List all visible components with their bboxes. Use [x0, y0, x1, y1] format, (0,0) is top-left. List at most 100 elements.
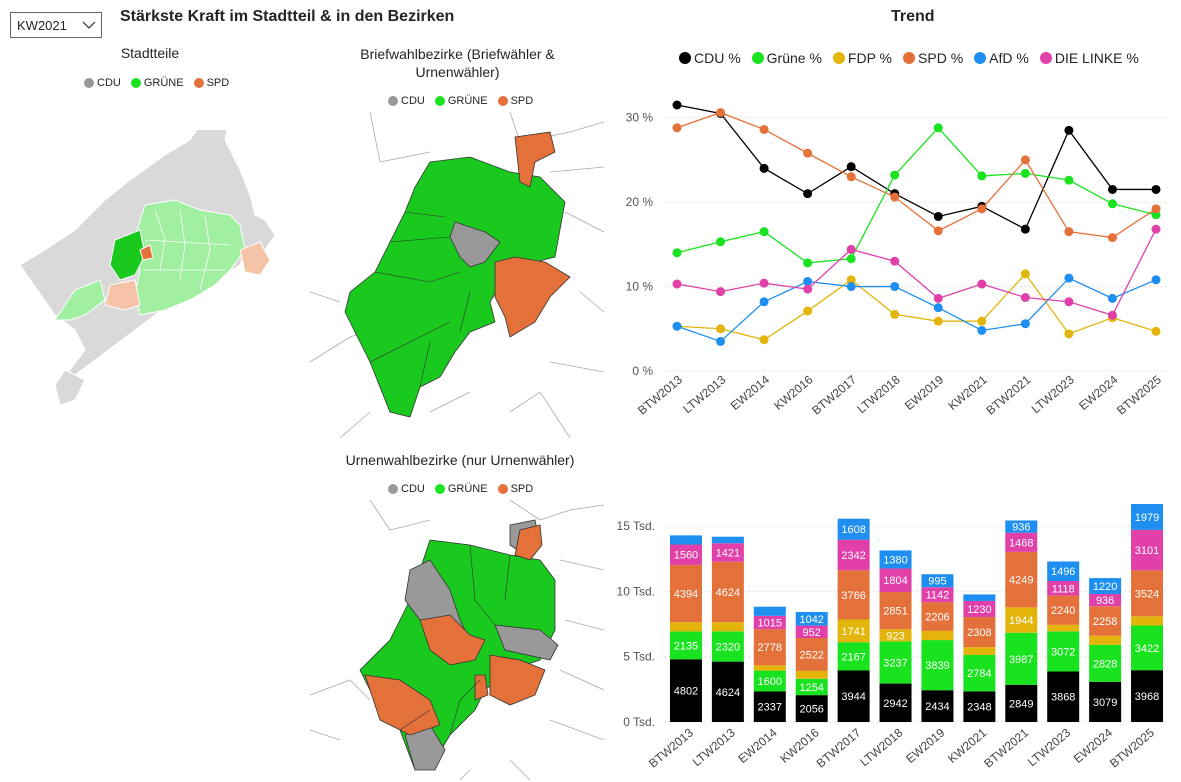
bar-label: 1560	[674, 550, 698, 562]
x-tick-label: LTW2018	[857, 725, 905, 769]
bar-segment	[921, 630, 954, 641]
bar-segment	[879, 568, 912, 593]
x-tick-label: EW2014	[735, 725, 780, 766]
data-point	[933, 123, 943, 133]
bar-segment	[1089, 635, 1122, 645]
bar-label: 1944	[1009, 615, 1033, 627]
bar-label: 1118	[1052, 583, 1075, 595]
bar-segment	[837, 518, 870, 540]
votes-stacked-bar-chart[interactable]: 0 Tsd. 5 Tsd. 10 Tsd. 15 Tsd. 4802 2135 4394 15…	[610, 495, 1181, 782]
legend-linke-dot	[1039, 52, 1052, 64]
bar-label: 4394	[674, 589, 698, 601]
bar-label: 2258	[1093, 616, 1117, 628]
data-point	[846, 275, 856, 285]
bar-segment	[1089, 594, 1122, 607]
series-line-5	[676, 228, 1157, 317]
bar-segment	[837, 670, 870, 722]
bar-label: 4624	[716, 587, 740, 599]
bar-segment	[1047, 631, 1080, 672]
bar-label: 1230	[967, 604, 991, 616]
y-tick-label: 5 Tsd.	[623, 650, 655, 664]
bar-segment	[921, 640, 954, 691]
bar-segment	[1047, 561, 1080, 581]
data-point	[846, 244, 856, 254]
bar-segment	[921, 574, 954, 588]
bar-label: 3839	[925, 660, 949, 672]
series-line-4	[676, 277, 1157, 343]
map-legend-briefwahl: CDU GRÜNE SPD	[388, 95, 539, 107]
bar-segment	[1131, 625, 1164, 671]
series-line-2	[676, 272, 1157, 341]
x-tick-label: LTW2023	[1029, 372, 1077, 416]
bar-label: 2849	[1009, 698, 1033, 710]
data-point	[1064, 175, 1074, 185]
map-briefwahl[interactable]	[310, 112, 604, 438]
bar-label: 2784	[967, 668, 991, 680]
x-tick-label: BTW2021	[983, 372, 1033, 417]
data-point	[977, 279, 987, 289]
bar-label: 1015	[758, 617, 782, 629]
chevron-down-icon[interactable]	[81, 17, 97, 33]
bar-segment	[963, 654, 996, 692]
bar-segment	[669, 564, 702, 623]
data-point	[933, 303, 943, 313]
bar-segment	[711, 622, 744, 632]
y-tick-label: 0 Tsd.	[623, 715, 655, 729]
bar-segment	[921, 602, 954, 631]
bar-label: 2135	[674, 640, 698, 652]
data-point	[977, 316, 987, 326]
map-urnenwahl[interactable]	[310, 500, 604, 780]
bar-segment	[711, 543, 744, 562]
bar-segment	[837, 570, 870, 620]
bar-segment	[1047, 595, 1080, 625]
bar-label: 1468	[1009, 537, 1033, 549]
data-point	[846, 254, 856, 264]
x-tick-label: BTW2017	[814, 725, 864, 770]
y-tick-label: 0 %	[632, 364, 653, 378]
bar-segment	[795, 695, 828, 722]
trend-legend: CDU % Grüne % FDP % SPD % AfD % DIE LINK…	[679, 50, 1145, 66]
bar-label: 952	[803, 627, 821, 639]
bar-label: 1142	[926, 590, 950, 602]
bar-segment	[795, 678, 828, 696]
bar-label: 995	[928, 576, 946, 588]
bar-label: 1608	[841, 524, 865, 536]
bar-segment	[1005, 684, 1038, 722]
bar-segment	[669, 544, 702, 565]
bar-segment	[669, 535, 702, 545]
bar-segment	[1089, 681, 1122, 722]
legend-spd-dot	[903, 52, 916, 64]
legend-cdu-dot	[679, 52, 691, 64]
data-point	[1151, 224, 1161, 234]
bar-segment	[669, 659, 702, 722]
data-point	[1064, 273, 1074, 283]
map-title-stadtteile: Stadtteile	[120, 45, 180, 61]
bar-label: 1741	[841, 626, 865, 638]
bar-segment	[837, 642, 870, 671]
bar-label: 1421	[716, 548, 740, 560]
data-point	[1020, 269, 1030, 279]
map-stadtteile[interactable]	[15, 130, 285, 410]
bar-segment	[711, 631, 744, 662]
bar-label: 2342	[841, 550, 865, 562]
bar-segment	[921, 587, 954, 603]
bar-segment	[1047, 671, 1080, 722]
election-slicer[interactable]: KW2021	[10, 12, 102, 38]
x-tick-label: LTW2018	[854, 372, 902, 416]
bar-segment	[1005, 632, 1038, 685]
data-point	[933, 211, 943, 221]
bar-label: 3987	[1009, 654, 1033, 666]
bar-label: 936	[1012, 522, 1030, 534]
bar-segment	[753, 615, 786, 630]
bar-label: 923	[886, 630, 904, 642]
bar-segment	[963, 691, 996, 722]
x-tick-label: BTW2025	[1114, 372, 1164, 417]
series-line-3	[676, 111, 1157, 239]
y-tick-label: 20 %	[626, 195, 654, 209]
data-point	[803, 189, 813, 199]
page-title: Stärkste Kraft im Stadtteil & in den Bez…	[120, 8, 455, 25]
bar-segment	[1047, 580, 1080, 596]
bar-segment	[1131, 570, 1164, 617]
bar-segment	[837, 539, 870, 571]
